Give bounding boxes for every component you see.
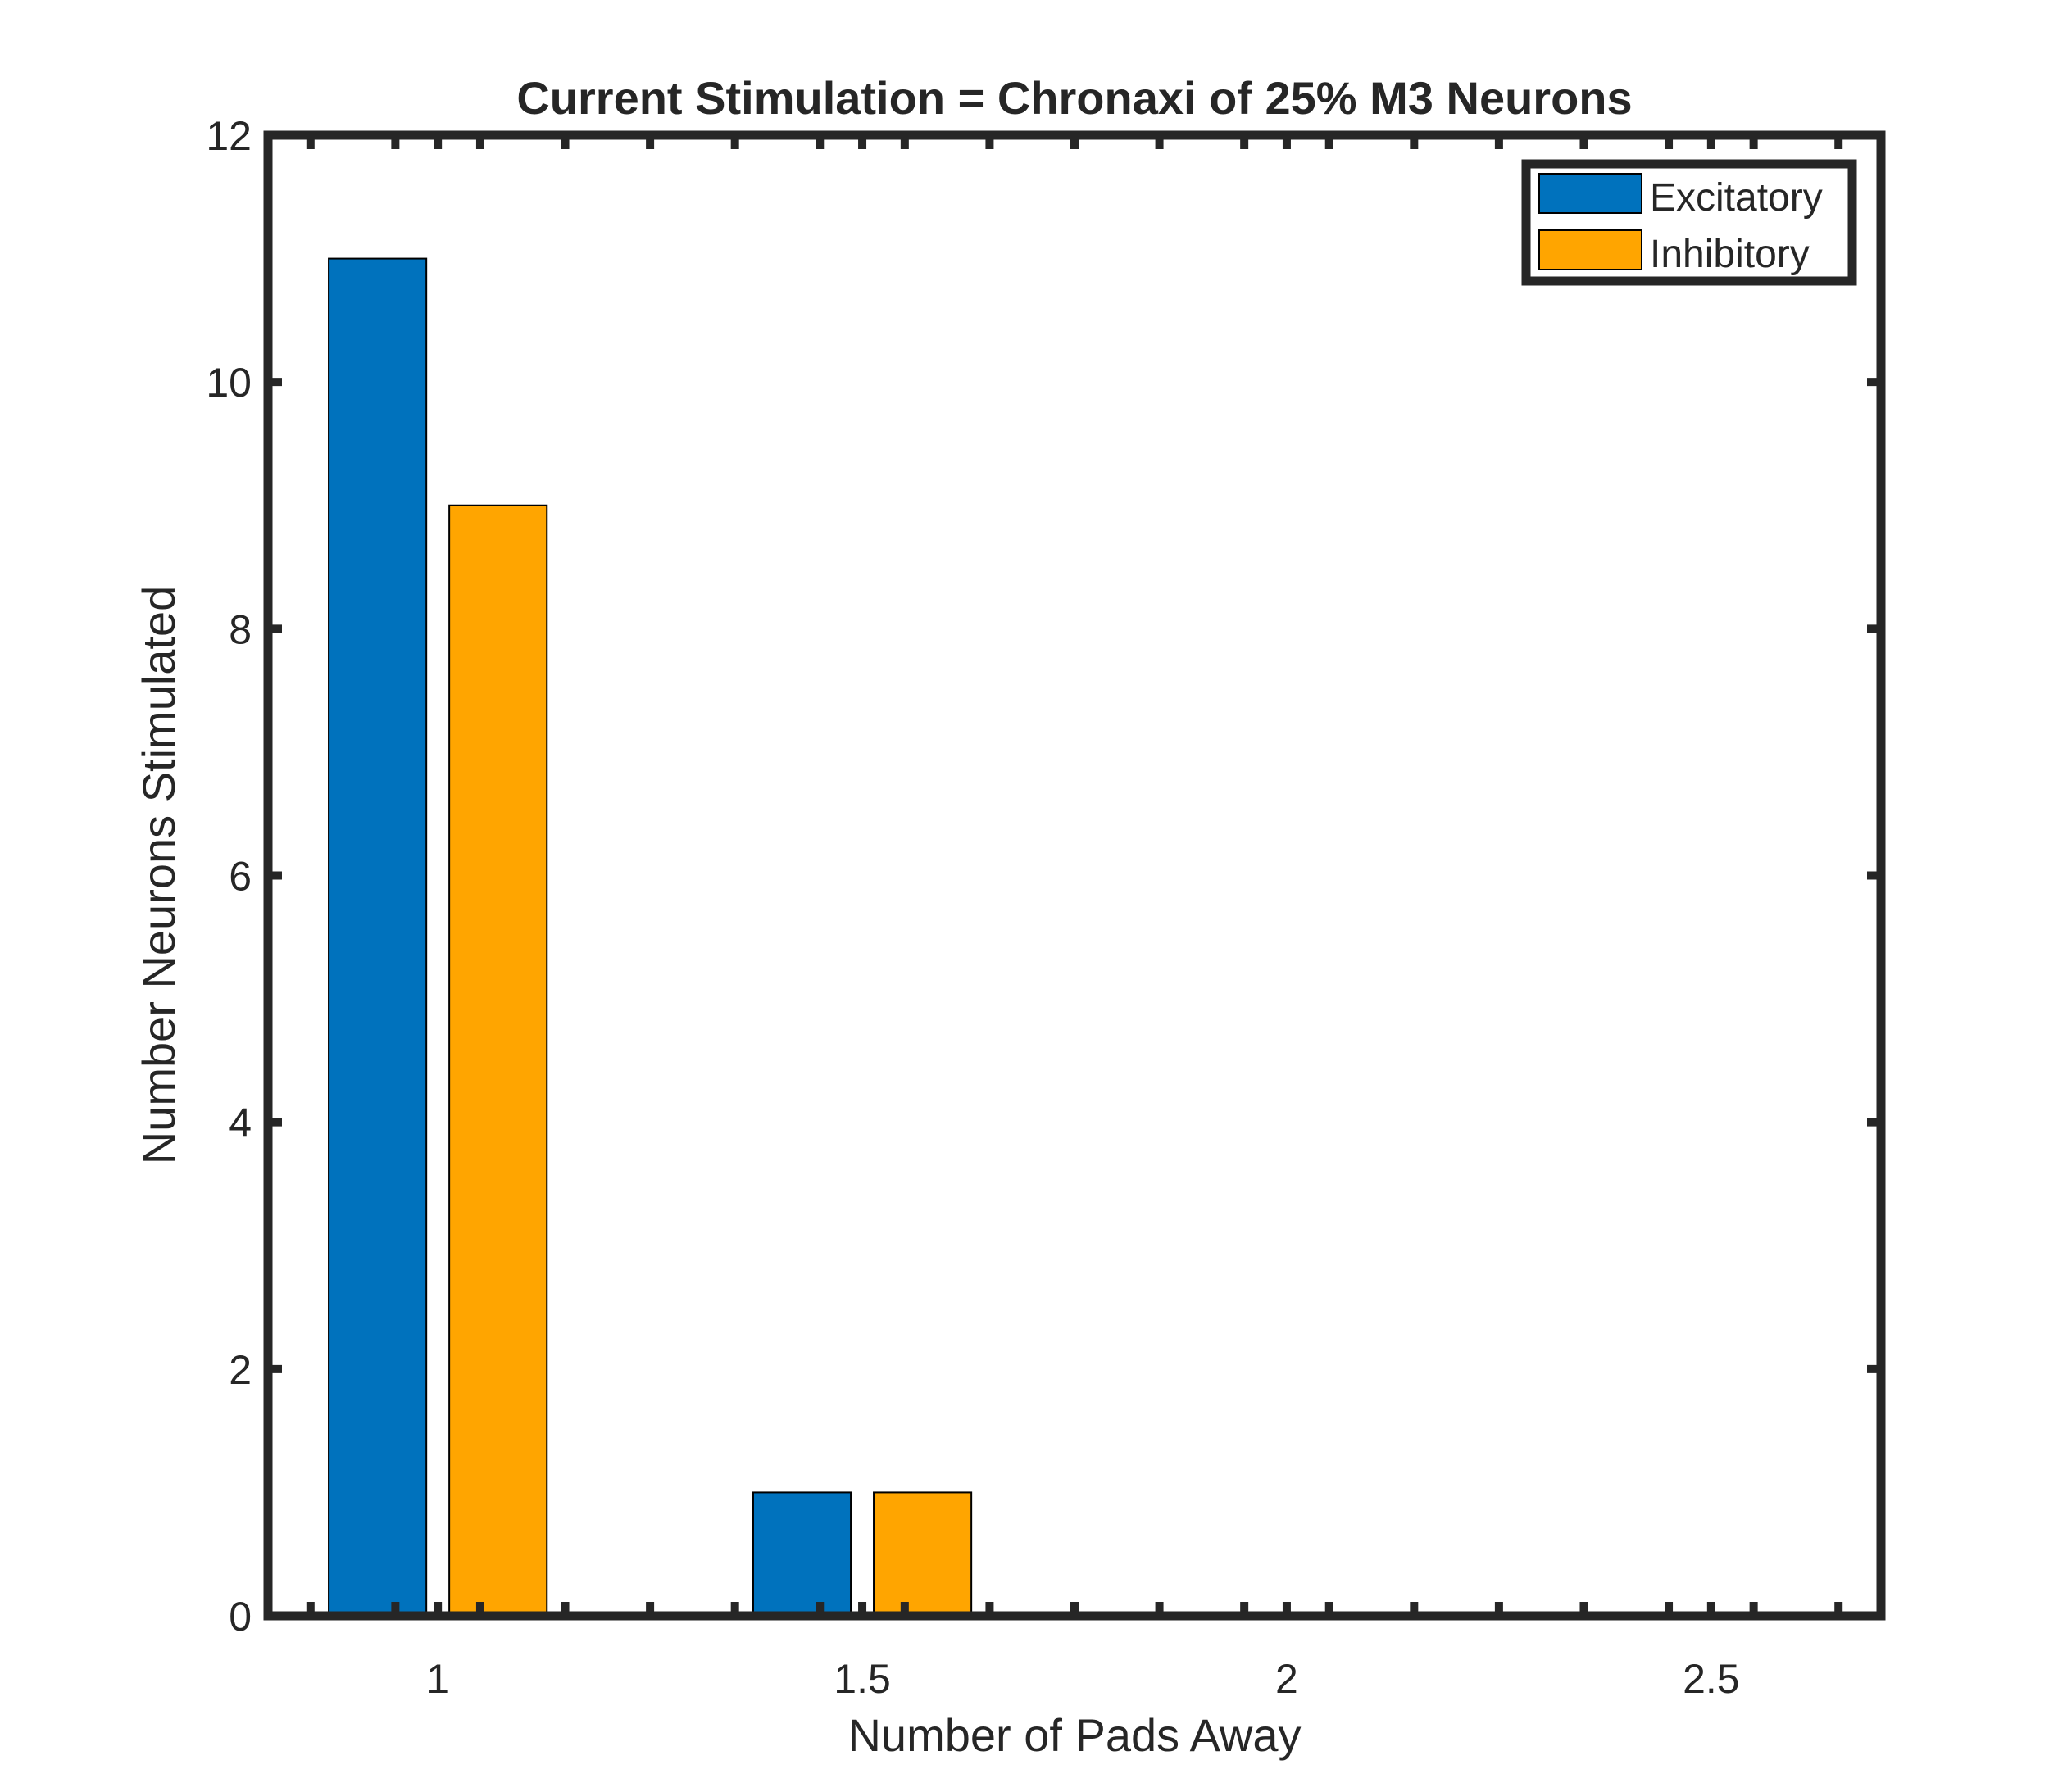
- bar-inhibitory-1: [448, 504, 548, 1617]
- y-tick-label: 12: [206, 113, 252, 159]
- x-tick-label: 2.5: [1683, 1656, 1740, 1702]
- y-tick-label: 6: [229, 854, 252, 900]
- y-tick-label: 2: [229, 1347, 252, 1393]
- bar-excitatory-1: [328, 257, 428, 1617]
- x-tick-label: 1: [426, 1656, 449, 1702]
- y-axis-label: Number Neurons Stimulated: [133, 586, 184, 1165]
- x-tick-label: 1.5: [834, 1656, 891, 1702]
- bar-inhibitory-1-5: [873, 1491, 973, 1617]
- bar-excitatory-1-5: [752, 1491, 852, 1617]
- chart-title: Current Stimulation = Chronaxi of 25% M3…: [516, 72, 1632, 124]
- legend-swatch-inhibitory: [1538, 229, 1642, 270]
- tick-labels-group: 1 1.5 2 2.5 0 2 4 6 8 10 12: [206, 113, 1739, 1702]
- legend-label-excitatory: Excitatory: [1650, 176, 1823, 220]
- bars-group: [328, 257, 973, 1617]
- y-tick-label: 10: [206, 360, 252, 406]
- legend-swatch-excitatory: [1538, 173, 1642, 214]
- legend: Excitatory Inhibitory: [1521, 159, 1857, 286]
- x-axis-label: Number of Pads Away: [847, 1709, 1301, 1761]
- x-tick-label: 2: [1275, 1656, 1298, 1702]
- legend-label-inhibitory: Inhibitory: [1650, 233, 1810, 276]
- y-tick-label: 8: [229, 606, 252, 652]
- y-tick-label: 4: [229, 1100, 252, 1146]
- plot-area-frame: [263, 130, 1886, 1621]
- y-tick-label: 0: [229, 1594, 252, 1640]
